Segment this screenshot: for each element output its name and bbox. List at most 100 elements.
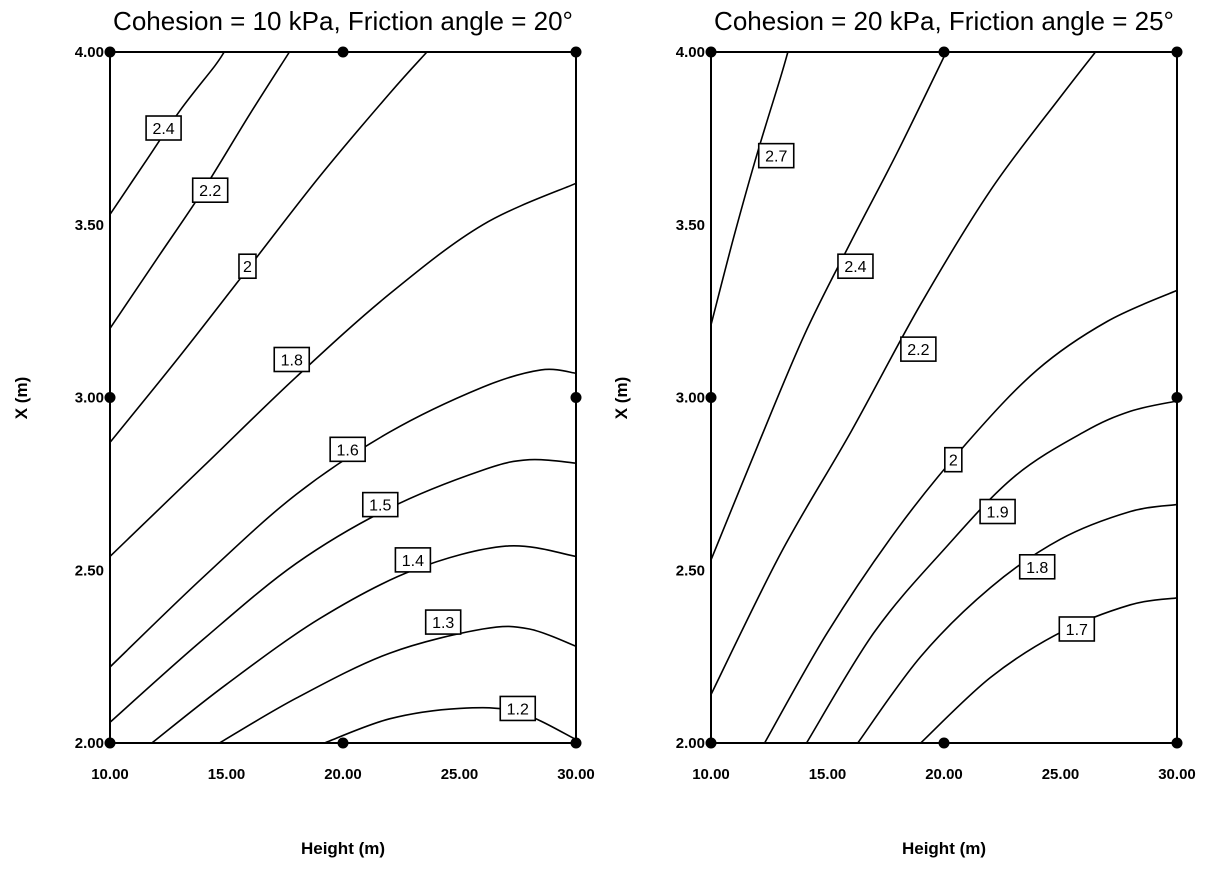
left-contour-label-box [191, 177, 229, 203]
left-y-tick-label: 3.50 [75, 217, 104, 234]
left-contour-lines [109, 51, 577, 744]
left-plot-title: Cohesion = 10 kPa, Friction angle = 20° [113, 6, 573, 36]
right-y-tick-label: 3.50 [676, 217, 705, 234]
right-x-axis-label: Height (m) [902, 839, 986, 858]
right-x-tick-label: 10.00 [692, 766, 730, 783]
right-contour-1.8 [857, 503, 1178, 744]
left-tick-labels: 10.00 15.00 20.00 25.00 30.00 2.00 2.50 3.00 3.5… [75, 44, 595, 783]
right-contour-label-box [979, 498, 1016, 525]
left-contour-label-box [329, 436, 366, 463]
left-contour-label-box [145, 115, 182, 141]
right-design-point [1171, 46, 1183, 58]
left-contour-labels: 2.4 2.2 2 1.8 1.6 1.5 1.4 1.3 1.2 [145, 115, 537, 722]
left-contour-label: 1.4 [402, 553, 424, 570]
right-design-points [705, 46, 1183, 749]
left-plot-frame [109, 51, 577, 744]
left-design-point [104, 737, 116, 749]
left-contour-label-box [273, 346, 311, 373]
left-design-points [104, 46, 582, 749]
right-y-tick-label: 4.00 [676, 44, 705, 61]
left-contour-label-box [238, 253, 257, 280]
right-contour-label: 2.7 [765, 149, 787, 166]
left-contour-2.4 [109, 51, 225, 215]
right-x-tick-label: 30.00 [1158, 766, 1196, 783]
right-design-point [705, 392, 717, 403]
left-y-tick-label: 4.00 [75, 44, 104, 61]
right-contour-2.4 [710, 51, 948, 561]
left-x-tick-label: 30.00 [557, 766, 595, 783]
left-contour-label: 2 [243, 259, 252, 276]
right-contour-label-box [1058, 616, 1096, 642]
left-y-tick-label: 2.00 [75, 735, 104, 752]
left-x-tick-label: 10.00 [91, 766, 129, 783]
right-design-point [938, 737, 950, 749]
right-x-tick-label: 25.00 [1042, 766, 1080, 783]
left-contour-label: 2.2 [199, 183, 221, 200]
right-plot-title: Cohesion = 20 kPa, Friction angle = 25° [714, 6, 1174, 36]
left-contour-label: 1.2 [507, 701, 529, 718]
left-y-tick-label: 3.00 [75, 390, 104, 407]
left-y-axis-label: X (m) [12, 377, 31, 420]
left-contour-1.5 [109, 458, 577, 723]
right-contour-labels: 2.7 2.4 2.2 2 1.9 1.8 1.7 [757, 142, 1096, 642]
right-tick-labels: 10.00 15.00 20.00 25.00 30.00 2.00 2.50 3.00 3.5… [676, 44, 1196, 783]
right-contour-1.9 [805, 400, 1178, 744]
right-design-point [1171, 392, 1183, 403]
right-y-tick-label: 2.00 [676, 735, 705, 752]
left-contour-label: 1.8 [281, 352, 303, 369]
left-contour-label: 1.3 [432, 615, 454, 632]
right-x-tick-label: 15.00 [809, 766, 847, 783]
left-contour-1.6 [109, 368, 577, 668]
left-contour-label: 1.6 [337, 442, 359, 459]
right-contour-label: 1.8 [1026, 560, 1048, 577]
left-x-axis-label: Height (m) [301, 839, 385, 858]
right-x-tick-label: 20.00 [925, 766, 963, 783]
left-contour-1.2 [324, 706, 577, 744]
right-contour-label-box [900, 336, 937, 362]
right-design-point [938, 46, 950, 58]
right-y-axis-label: X (m) [612, 377, 631, 420]
right-contour-label-box [944, 446, 963, 473]
left-contour-plot: Cohesion = 10 kPa, Friction angle = 20° … [12, 6, 595, 858]
right-contour-label: 1.7 [1066, 622, 1088, 639]
right-contour-label: 2.4 [844, 259, 866, 276]
right-contour-label: 2.2 [907, 342, 929, 359]
left-design-point [570, 737, 582, 749]
left-x-tick-label: 15.00 [208, 766, 246, 783]
left-contour-label: 1.5 [369, 498, 391, 515]
right-design-point [1171, 737, 1183, 749]
left-contour-1.4 [151, 544, 577, 744]
right-contour-2.2 [710, 51, 1097, 695]
right-contour-label-box [837, 253, 874, 280]
left-contour-label-box [424, 609, 462, 635]
left-design-point [570, 392, 582, 403]
left-design-point [337, 46, 349, 58]
right-contour-1.7 [920, 597, 1178, 744]
left-design-point [570, 46, 582, 58]
left-contour-label-box [394, 547, 432, 573]
right-contour-label: 2 [949, 453, 958, 470]
right-contour-plot: Cohesion = 20 kPa, Friction angle = 25° … [612, 6, 1196, 858]
right-contour-label-box [757, 142, 795, 169]
right-y-tick-label: 2.50 [676, 562, 705, 579]
left-contour-label: 2.4 [152, 121, 174, 138]
left-design-point [104, 46, 116, 58]
right-contour-label-box [1018, 553, 1056, 580]
right-design-point [705, 46, 717, 58]
left-x-tick-label: 20.00 [324, 766, 362, 783]
left-design-point [337, 737, 349, 749]
right-design-point [705, 737, 717, 749]
right-y-tick-label: 3.00 [676, 390, 705, 407]
right-contour-label: 1.9 [986, 505, 1008, 522]
left-contour-1.3 [219, 625, 577, 744]
right-contour-2.7 [710, 51, 789, 326]
left-contour-2 [109, 51, 428, 443]
left-contour-label-box [499, 695, 537, 722]
left-contour-1.8 [109, 182, 577, 557]
left-design-point [104, 392, 116, 403]
left-contour-label-box [361, 491, 399, 518]
left-y-tick-label: 2.50 [75, 562, 104, 579]
left-x-tick-label: 25.00 [441, 766, 479, 783]
right-contour-lines [710, 51, 1178, 744]
